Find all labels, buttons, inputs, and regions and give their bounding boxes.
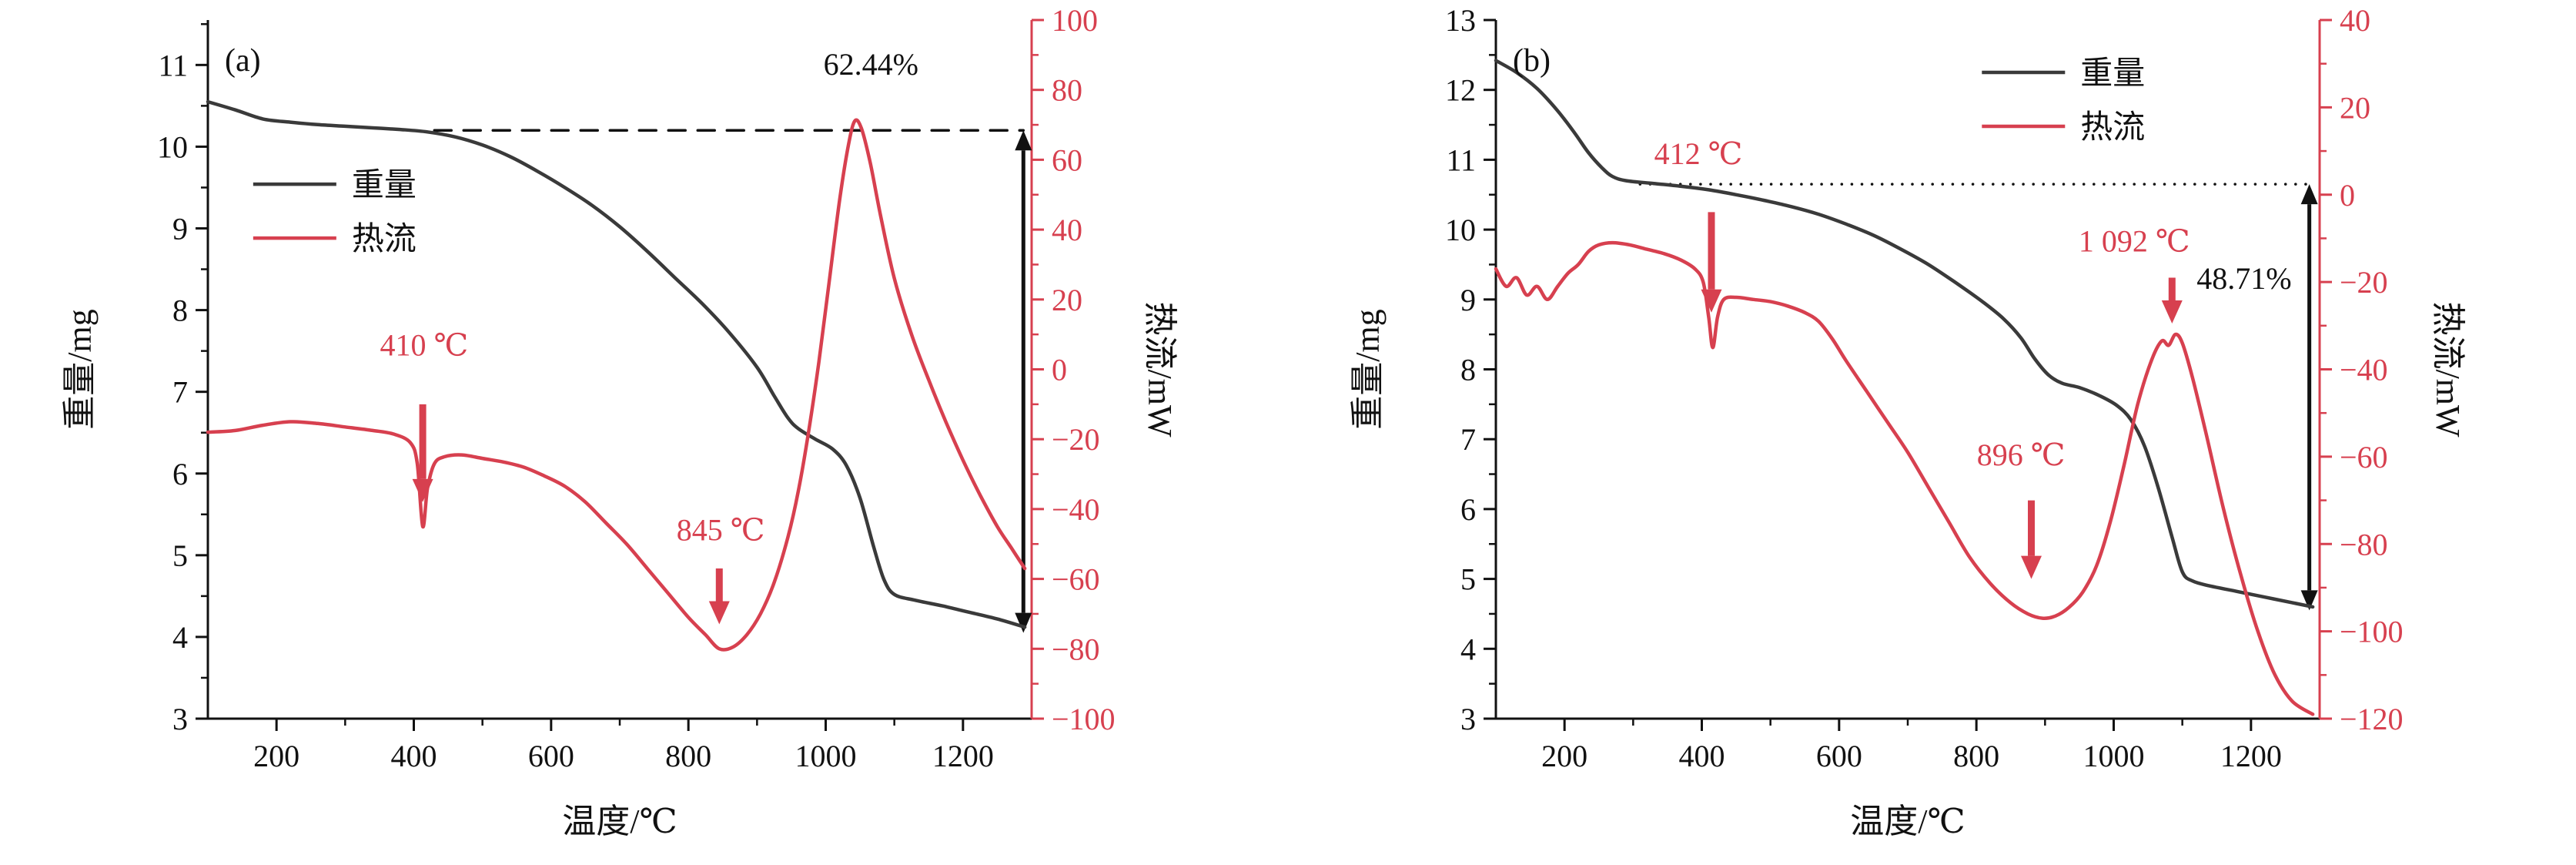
panel-b: 200 400 600 800 1000 1200 3 4 5 6 7 8 9 10 11 12 13 40 20 0… <box>1288 0 2576 865</box>
x-tick-label: 800 <box>665 739 711 773</box>
temp-annotation-arrow-head <box>1701 289 1722 313</box>
x-tick-label: 1200 <box>2220 739 2282 773</box>
y-left-tick-label: 9 <box>172 212 188 246</box>
tga-dsc-chart-a: 200 400 600 800 1000 120034567891011100806040… <box>61 3 1179 840</box>
mass-loss-arrow-head <box>2300 590 2318 611</box>
y-left-tick-label: 7 <box>172 375 188 410</box>
y-left-axis-title: 重量/mg <box>61 309 99 429</box>
y-right-tick-label: 100 <box>1052 3 1098 38</box>
temp-annotation-label: 845 ℃ <box>677 513 765 548</box>
panel-label: (a) <box>225 43 261 79</box>
mass-loss-arrow-head <box>1015 612 1032 633</box>
y-right-tick-label: −40 <box>1052 492 1100 527</box>
y-right-tick-label: −120 <box>2340 702 2404 736</box>
panel-label: (b) <box>1513 43 1551 79</box>
y-left-tick-label: 4 <box>1460 632 1476 666</box>
y-right-tick-label: −40 <box>2340 353 2388 387</box>
y-right-tick-label: −20 <box>1052 422 1100 457</box>
y-right-tick-label: −100 <box>2340 615 2404 649</box>
temp-annotation-label: 410 ℃ <box>380 327 469 362</box>
y-right-tick-label: 20 <box>1052 283 1082 317</box>
y-right-tick-label: 40 <box>2340 3 2370 38</box>
x-tick-label: 600 <box>528 739 574 773</box>
y-right-tick-label: −100 <box>1052 702 1116 736</box>
y-left-tick-label: 12 <box>1445 73 1476 108</box>
x-axis-title: 温度/℃ <box>562 803 677 840</box>
mass-loss-percent-label: 48.71% <box>2196 261 2291 296</box>
y-right-axis-title: 热流/mW <box>1141 302 1179 438</box>
y-left-tick-label: 10 <box>157 129 188 164</box>
y-right-tick-label: −80 <box>2340 527 2388 562</box>
temp-annotation-label: 412 ℃ <box>1654 136 1743 171</box>
x-tick-label: 1200 <box>932 739 994 773</box>
y-left-tick-label: 13 <box>1445 3 1476 38</box>
x-axis-title: 温度/℃ <box>1850 803 1965 840</box>
y-left-tick-label: 8 <box>1460 353 1476 387</box>
y-left-tick-label: 3 <box>1460 702 1476 736</box>
y-left-tick-label: 11 <box>158 48 188 82</box>
y-left-tick-label: 11 <box>1446 142 1476 177</box>
temp-annotation-arrow-head <box>2161 300 2183 324</box>
y-right-tick-label: 60 <box>1052 142 1082 177</box>
y-right-tick-label: 0 <box>1052 353 1067 387</box>
legend-item-label: 热流 <box>2080 110 2145 146</box>
heat-flow-series-line <box>206 118 1027 652</box>
y-left-tick-label: 9 <box>1460 283 1476 317</box>
y-left-tick-label: 10 <box>1445 213 1476 247</box>
y-right-tick-label: −80 <box>1052 632 1100 666</box>
weight-series-line <box>206 99 1027 629</box>
y-left-tick-label: 7 <box>1460 422 1476 457</box>
y-right-tick-label: −60 <box>2340 440 2388 474</box>
panel-a: 200 400 600 800 1000 1200 3 4 5 6 7 8 9 10 11 100 80 60 40… <box>61 3 1179 840</box>
x-tick-label: 200 <box>1541 739 1587 773</box>
x-tick-label: 400 <box>391 739 437 773</box>
y-right-tick-label: −20 <box>2340 265 2388 300</box>
weight-series-line <box>1494 59 2315 609</box>
y-left-tick-label: 4 <box>172 620 188 655</box>
y-left-tick-label: 3 <box>172 702 188 736</box>
heat-flow-series-line <box>1494 240 2315 716</box>
mass-loss-percent-label: 62.44% <box>824 47 918 82</box>
y-left-tick-label: 6 <box>172 457 188 491</box>
y-right-tick-label: 80 <box>1052 73 1082 108</box>
temp-annotation-label: 1 092 ℃ <box>2079 223 2190 258</box>
y-left-axis-title: 重量/mg <box>1349 309 1387 429</box>
x-tick-label: 1000 <box>2083 739 2145 773</box>
x-tick-label: 400 <box>1679 739 1725 773</box>
mass-loss-arrow-head <box>1015 130 1032 151</box>
x-tick-label: 1000 <box>795 739 857 773</box>
y-left-tick-label: 5 <box>172 538 188 573</box>
y-right-tick-label: −60 <box>1052 562 1100 597</box>
legend-item-label: 重量 <box>2080 56 2145 92</box>
mass-loss-arrow-head <box>2300 184 2318 205</box>
temp-annotation-arrow-head <box>412 478 433 502</box>
x-tick-label: 800 <box>1953 739 1999 773</box>
y-right-axis-title: 热流/mW <box>2429 302 2467 438</box>
temp-annotation-label: 896 ℃ <box>1977 438 2066 472</box>
y-left-tick-label: 5 <box>1460 562 1476 597</box>
y-right-tick-label: 40 <box>1052 213 1082 247</box>
y-right-tick-label: 20 <box>2340 90 2370 125</box>
y-left-tick-label: 8 <box>172 293 188 328</box>
legend-item-label: 热流 <box>352 222 417 257</box>
y-left-tick-label: 6 <box>1460 492 1476 527</box>
x-tick-label: 600 <box>1816 739 1862 773</box>
x-tick-label: 200 <box>253 739 299 773</box>
y-right-tick-label: 0 <box>2340 178 2355 213</box>
temp-annotation-arrow-head <box>708 601 730 625</box>
legend-item-label: 重量 <box>352 168 417 203</box>
temp-annotation-arrow-head <box>2021 555 2042 579</box>
